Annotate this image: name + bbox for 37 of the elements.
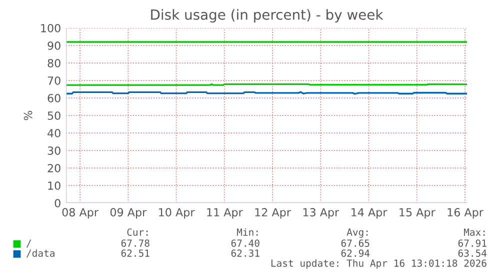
- text: 67.65: [341, 239, 370, 247]
- text: 67.40: [231, 239, 260, 247]
- y-tick-label: 60: [48, 94, 60, 102]
- y-tick-label: 20: [48, 164, 60, 172]
- x-tick-label: 13 Apr: [303, 208, 340, 219]
- y-axis-title: %: [24, 110, 32, 120]
- text: Last update: Thu Apr 16 13:01:18 2026: [271, 259, 486, 269]
- text: 63.54: [458, 249, 487, 257]
- text: 62.94: [341, 249, 370, 257]
- chart-title: Disk usage (in percent) - by week: [151, 9, 384, 23]
- y-tick-label: 10: [48, 181, 60, 190]
- x-tick-label: 11 Apr: [207, 208, 243, 219]
- y-tick-label: 40: [48, 128, 60, 138]
- x-tick-label: 10 Apr: [159, 208, 195, 219]
- text: 62.51: [121, 249, 150, 257]
- legend-label: /data: [26, 249, 54, 258]
- y-tick-label: 80: [48, 58, 60, 68]
- y-tick-label: 90: [48, 41, 60, 50]
- legend-label: /: [26, 240, 32, 248]
- x-tick-label: 09 Apr: [110, 208, 147, 219]
- y-tick-label: 70: [48, 76, 60, 85]
- text: Min:: [236, 228, 258, 236]
- y-tick-label: 0: [54, 198, 60, 208]
- text: Max:: [464, 228, 485, 236]
- text: Cur:: [127, 228, 148, 236]
- text: 67.91: [458, 239, 486, 247]
- y-tick-label: 100: [41, 24, 60, 32]
- x-tick-label: 16 Apr: [448, 208, 484, 219]
- y-tick-label: 50: [48, 111, 60, 120]
- text: Avg:: [346, 228, 368, 238]
- y-tick-label: 30: [48, 146, 60, 155]
- x-tick-label: 14 Apr: [352, 208, 388, 219]
- x-tick-label: 08 Apr: [62, 208, 98, 219]
- x-tick-label: 15 Apr: [400, 208, 436, 219]
- text: 67.78: [121, 239, 150, 247]
- text: 62.31: [231, 249, 260, 257]
- x-tick-label: 12 Apr: [255, 208, 291, 219]
